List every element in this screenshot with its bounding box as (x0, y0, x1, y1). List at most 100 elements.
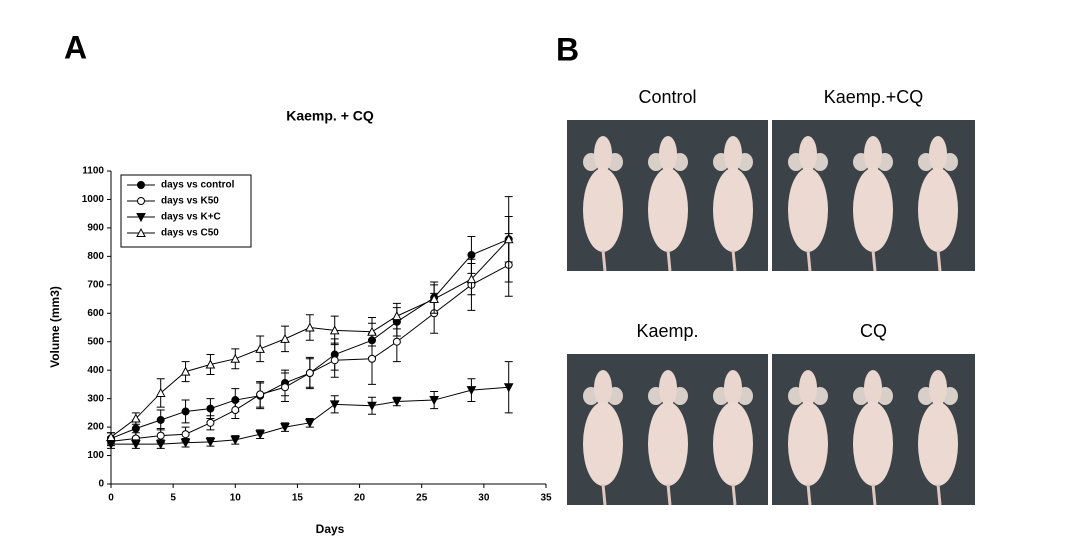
marker (429, 396, 439, 406)
mouse-body (713, 402, 753, 486)
mouse-body (583, 402, 623, 486)
x-tick-label: 20 (354, 493, 366, 504)
mouse-head (864, 370, 882, 406)
mouse-tail (601, 249, 607, 272)
chart-title: Kaemp. + CQ (286, 108, 374, 124)
mouse-head (929, 370, 947, 406)
mouse-body (788, 168, 828, 252)
y-tick-label: 400 (87, 365, 104, 376)
marker (280, 423, 290, 433)
marker (155, 440, 166, 450)
mouse-head (594, 136, 612, 172)
marker (392, 337, 401, 346)
mouse-tail (871, 249, 877, 272)
y-tick-label: 1000 (82, 194, 105, 205)
mouse-body (918, 168, 958, 252)
marker (368, 354, 376, 363)
photo-label: Kaemp. (636, 321, 698, 341)
y-tick-label: 700 (87, 279, 104, 290)
mouse-body (583, 168, 623, 252)
marker (305, 418, 315, 428)
mouse-tail (601, 483, 607, 506)
marker (256, 390, 265, 399)
legend-marker (137, 197, 145, 205)
marker (280, 333, 290, 343)
mouse-body (788, 402, 828, 486)
mouse-tail (936, 249, 942, 272)
marker (180, 366, 191, 376)
y-axis-label: Volume (mm3) (48, 286, 62, 368)
series-line (111, 386, 509, 445)
marker (305, 369, 314, 378)
legend-marker (136, 227, 146, 237)
marker (206, 418, 215, 427)
marker (255, 343, 265, 353)
marker (503, 234, 514, 244)
marker (180, 438, 191, 448)
y-tick-label: 200 (87, 422, 104, 433)
mouse-head (724, 370, 742, 406)
legend-label: days vs K50 (161, 196, 219, 207)
marker (205, 359, 216, 369)
y-tick-label: 0 (98, 479, 104, 490)
marker (156, 415, 165, 424)
marker (156, 431, 165, 440)
marker (106, 431, 116, 442)
y-tick-label: 500 (87, 336, 104, 347)
mouse-head (929, 136, 947, 172)
marker (305, 322, 315, 332)
mouse-tail (731, 249, 737, 272)
marker (131, 413, 141, 423)
mouse-tail (936, 483, 942, 506)
mouse-tail (871, 483, 877, 506)
y-tick-label: 800 (87, 251, 104, 262)
legend-label: days vs K+C (161, 212, 221, 223)
marker (155, 387, 166, 397)
marker (131, 424, 140, 433)
marker (181, 407, 190, 416)
marker (231, 406, 240, 415)
marker (329, 325, 340, 335)
marker (281, 383, 289, 392)
x-tick-label: 15 (292, 493, 304, 504)
mouse-body (853, 402, 893, 486)
x-tick-label: 5 (170, 493, 176, 504)
photo-label: Control (638, 87, 696, 107)
mouse-tail (731, 483, 737, 506)
mouse-head (659, 136, 677, 172)
marker (367, 326, 377, 336)
mouse-tail (666, 483, 672, 506)
marker (503, 383, 514, 393)
mouse-head (864, 136, 882, 172)
marker (131, 440, 141, 450)
panel-label: A (64, 29, 87, 65)
marker (230, 435, 241, 445)
marker (467, 250, 476, 259)
x-tick-label: 25 (416, 493, 428, 504)
marker (392, 397, 402, 407)
x-axis-label: Days (316, 522, 345, 536)
legend-label: days vs control (161, 180, 235, 191)
y-tick-label: 600 (87, 308, 104, 319)
marker (255, 430, 265, 440)
marker (329, 400, 340, 410)
photo-label: CQ (860, 321, 887, 341)
photo-label: Kaemp.+CQ (824, 87, 924, 107)
marker (181, 430, 190, 439)
marker (392, 311, 402, 321)
marker (466, 386, 477, 396)
mouse-head (594, 370, 612, 406)
mouse-head (659, 370, 677, 406)
panel-label: B (556, 31, 579, 67)
marker (429, 293, 439, 304)
mouse-body (648, 402, 688, 486)
y-tick-label: 100 (87, 450, 104, 461)
x-tick-label: 35 (540, 493, 552, 504)
x-tick-label: 0 (108, 493, 114, 504)
marker (205, 437, 216, 447)
y-tick-label: 300 (87, 393, 104, 404)
mouse-head (799, 136, 817, 172)
marker (367, 401, 377, 411)
x-tick-label: 30 (478, 493, 490, 504)
